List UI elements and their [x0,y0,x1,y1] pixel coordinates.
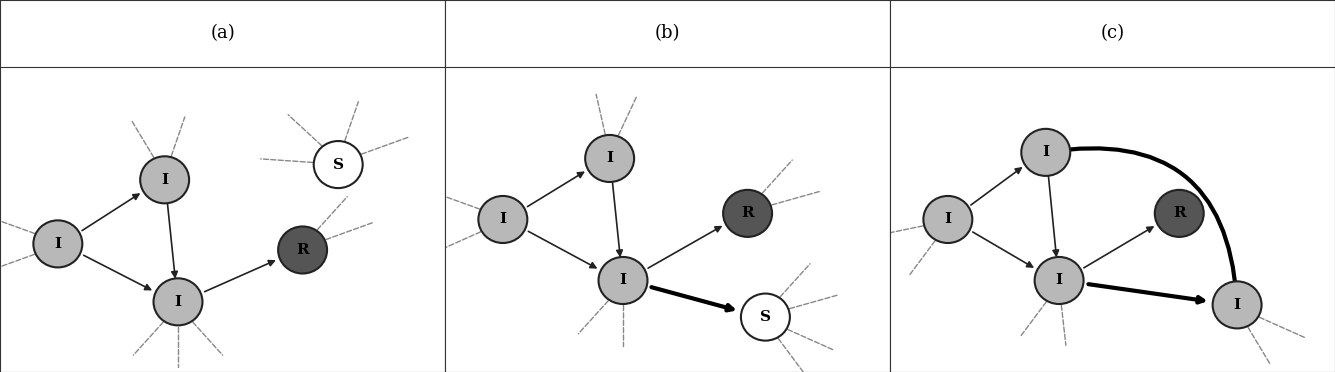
Ellipse shape [741,294,790,341]
Text: I: I [55,237,61,251]
Text: I: I [619,273,626,288]
Text: R: R [296,243,308,257]
Text: (a): (a) [210,25,235,42]
Ellipse shape [1212,281,1262,328]
Text: I: I [499,212,506,227]
Text: I: I [1043,145,1049,159]
Text: R: R [741,206,754,220]
Text: I: I [944,212,952,227]
Text: R: R [1173,206,1185,220]
Text: I: I [162,173,168,187]
Ellipse shape [1155,190,1204,237]
Ellipse shape [1035,257,1084,304]
Text: I: I [606,151,613,166]
Text: S: S [332,158,343,171]
Ellipse shape [278,227,327,273]
Text: (b): (b) [654,25,681,42]
Ellipse shape [724,190,772,237]
Ellipse shape [598,257,647,304]
Ellipse shape [33,220,83,267]
Ellipse shape [314,141,363,188]
FancyArrowPatch shape [1048,148,1239,298]
Text: S: S [760,310,770,324]
Ellipse shape [924,196,972,243]
Ellipse shape [585,135,634,182]
Ellipse shape [478,196,527,243]
Text: I: I [1056,273,1063,288]
Text: (c): (c) [1100,25,1124,42]
Text: I: I [175,295,182,309]
Ellipse shape [140,156,190,203]
Text: I: I [1234,298,1240,312]
Ellipse shape [1021,129,1071,176]
Ellipse shape [154,278,203,326]
